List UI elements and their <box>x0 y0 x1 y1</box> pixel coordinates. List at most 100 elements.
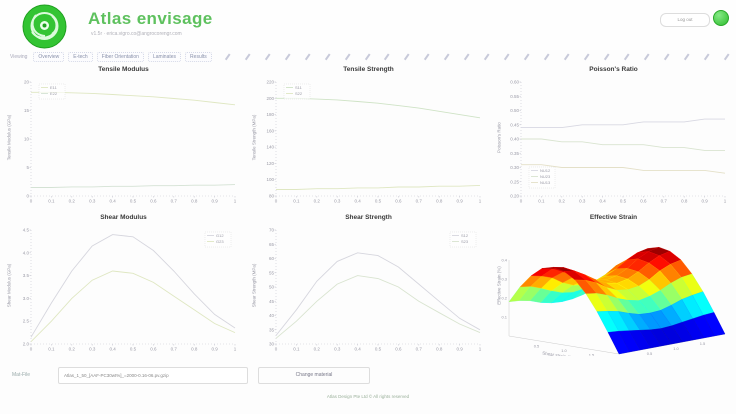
tick-label: 0.3 <box>89 347 96 352</box>
tick-label: 0.4 <box>109 199 116 204</box>
tick-label: 10 <box>24 137 30 142</box>
tick-label: 0.5 <box>620 199 627 204</box>
slider-tick-mark <box>504 53 510 60</box>
legend-label: NU23 <box>540 174 551 179</box>
series-line-NU12 <box>521 118 725 129</box>
tick-label: 4.0 <box>23 250 30 255</box>
plot-area[interactable]: 30 35 40 45 50 55 60 65 70 0 0.1 0.2 0.3 0.4 0.5 0.6 0.7… <box>256 224 486 356</box>
slider-tick-mark <box>623 53 630 60</box>
tick-label: 1.5 <box>700 341 706 346</box>
chart-title: Shear Strength <box>345 214 392 221</box>
tick-label: 3.0 <box>23 296 30 301</box>
tab-laminates[interactable]: Laminates <box>147 51 182 62</box>
plot-area[interactable]: 0 5 10 15 20 0 0.1 0.2 0.3 0.4 0.5 0.6 0.7 0.8 0.9 1 E11… <box>11 76 241 208</box>
slider-tick-mark <box>683 53 690 60</box>
tick-label: 0.2 <box>501 296 507 301</box>
surface-quad <box>607 331 630 355</box>
tick-label: 40 <box>269 313 275 318</box>
logout-button[interactable]: Log out <box>660 13 710 27</box>
legend-label: S11 <box>295 85 303 90</box>
tick-label: 65 <box>269 242 275 247</box>
legend-label: S22 <box>295 91 303 96</box>
tab-results[interactable]: Results <box>185 51 212 62</box>
tick-label: 0.6 <box>150 347 157 352</box>
tick-label: 0.5 <box>130 199 137 204</box>
tick-label: 0.6 <box>395 347 402 352</box>
slider-tick-mark <box>224 53 230 60</box>
tick-label: 0.5 <box>130 347 137 352</box>
legend-label: E11 <box>50 85 58 90</box>
tab-fiber-orientation[interactable]: Fiber Orientation <box>96 51 144 62</box>
slider-tick-mark <box>604 53 610 60</box>
tick-label: 0.1 <box>501 315 507 320</box>
tick-label: 35 <box>269 327 275 332</box>
tab-overview[interactable]: Overview <box>33 51 65 62</box>
matfile-input[interactable] <box>58 366 248 384</box>
tick-label: 30 <box>269 342 275 347</box>
tick-label: 50 <box>269 285 275 290</box>
tick-label: 200 <box>266 96 274 101</box>
series-line-S11 <box>276 97 481 119</box>
tab-e-tech[interactable]: E-tech <box>68 51 93 62</box>
legend-label: G12 <box>216 233 224 238</box>
tick-label: 0 <box>30 347 33 352</box>
slider-tick-mark <box>484 53 490 60</box>
plot-area[interactable]: 2.0 2.5 3.0 3.5 4.0 4.5 0 0.1 0.2 0.3 0.4 0.5 0.6 0.7… <box>11 224 241 356</box>
slider-tick-mark <box>404 53 410 60</box>
chart-title: Effective Strain <box>589 214 638 221</box>
tick-label: 100 <box>266 177 274 182</box>
tick-label: 0 <box>275 347 278 352</box>
chart-poissons-ratio: Poisson's Ratio Poisson's Ratio 0.20 0.25… <box>491 63 736 211</box>
tick-label: 0.7 <box>171 199 178 204</box>
slider-tick-mark <box>584 53 590 60</box>
plot-area[interactable]: 80 100 120 140 160 180 200 220 0 0.1 0.2 0.3 0.4 0.5 0… <box>256 76 486 208</box>
status-indicator-dot <box>713 10 729 26</box>
tick-label: 0 <box>30 199 33 204</box>
tick-label: 1.0 <box>673 346 679 351</box>
tick-label: 1 <box>724 199 727 204</box>
parameter-slider[interactable] <box>224 51 730 63</box>
tick-label: 160 <box>266 128 274 133</box>
slider-tick-mark <box>444 53 450 60</box>
series-line-S12 <box>275 252 481 336</box>
viewing-label: Viewing <box>10 53 28 60</box>
tick-label: 0.2 <box>69 199 76 204</box>
tick-label: 0 <box>26 194 29 199</box>
tick-label: 0.7 <box>661 199 668 204</box>
series-line-NU23 <box>521 138 725 151</box>
slider-tick-mark <box>544 53 550 60</box>
tick-label: 0.45 <box>510 122 519 127</box>
tick-label: 0.5 <box>375 347 382 352</box>
tick-label: 4.5 <box>23 228 30 233</box>
slider-tick-mark <box>564 53 570 60</box>
tick-label: 0.4 <box>599 199 606 204</box>
slider-tick-mark <box>663 53 670 60</box>
tick-label: 0.3 <box>579 199 586 204</box>
change-material-button[interactable]: Change material <box>258 366 370 384</box>
tick-label: 1.0 <box>561 348 567 353</box>
plot-area[interactable]: 0.1 0.2 0.3 0.4 0.5 1.0 1.5 0.5 1.0 1.5 Shear stra… <box>501 224 735 356</box>
tick-label: 0.5 <box>647 351 653 356</box>
matfile-label: Mat-File <box>12 372 31 378</box>
tick-label: 0.3 <box>334 199 341 204</box>
app-header: Atlas envisage v1.5r · erica.vigro.co@an… <box>0 0 736 50</box>
tick-label: 45 <box>269 299 275 304</box>
tick-label: 20 <box>24 80 30 85</box>
tick-label: 1 <box>479 199 482 204</box>
tick-label: 0.40 <box>510 137 519 142</box>
tick-label: 0 <box>275 199 278 204</box>
series-line-S23 <box>275 275 481 339</box>
tick-label: 0.2 <box>69 347 76 352</box>
tick-label: 0.35 <box>510 151 519 156</box>
tick-label: 0.4 <box>354 347 361 352</box>
tick-label: 0.55 <box>510 94 519 99</box>
tick-label: 0.1 <box>48 199 55 204</box>
tick-label: 0.5 <box>375 199 382 204</box>
slider-tick-mark <box>723 53 730 60</box>
tick-label: 0.3 <box>501 277 507 282</box>
chart-shear-strength: Shear Strength Shear Strength (MPa) 30 35… <box>246 211 491 359</box>
tick-label: 0.1 <box>538 199 545 204</box>
tick-label: 0.3 <box>334 347 341 352</box>
plot-area[interactable]: 0.20 0.25 0.30 0.35 0.40 0.45 0.50 0.55 0.60 0 0.1… <box>501 76 731 208</box>
